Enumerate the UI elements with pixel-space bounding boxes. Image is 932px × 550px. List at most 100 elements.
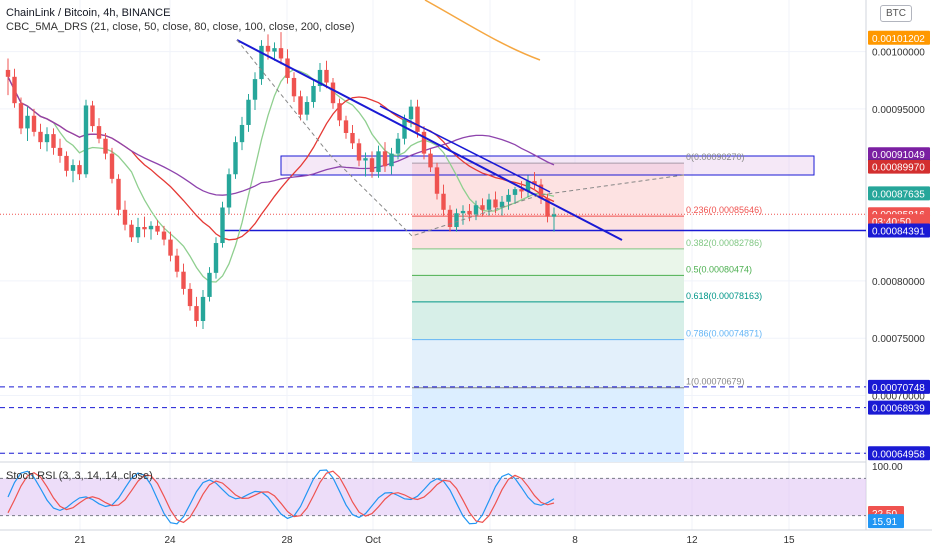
price-label: 03:40:50 [872, 217, 911, 228]
price-tick: 0.00100000 [872, 48, 925, 59]
candle-body [551, 214, 557, 217]
fib-zone [412, 301, 684, 340]
candle-body [77, 165, 82, 175]
trend-drawings [236, 39, 685, 241]
candle-body [5, 69, 11, 77]
ma21-line [7, 68, 555, 283]
candle-body [103, 138, 108, 154]
candle-body [493, 199, 498, 208]
time-tick: 12 [686, 535, 698, 546]
candle-body [421, 131, 427, 154]
candle-body [460, 210, 466, 214]
stoch-band [0, 478, 866, 516]
candle-body [259, 45, 264, 80]
candle-body [239, 124, 245, 143]
price-label: 0.00064958 [872, 449, 925, 460]
candle-body [356, 143, 362, 161]
candle-body [246, 99, 251, 125]
symbol-title: ChainLink / Bitcoin, 4h, BINANCE [6, 7, 171, 19]
fib-zone [412, 339, 684, 388]
candle-body [233, 142, 238, 175]
candle-body [298, 96, 303, 115]
candle-body [265, 45, 271, 52]
fib-label: 0.236(0.00085646) [686, 205, 762, 215]
candle-body [116, 178, 121, 210]
price-label: 0.00101202 [872, 34, 925, 45]
candle-body [200, 296, 206, 321]
candle-body [57, 147, 63, 156]
candle-body [70, 165, 76, 171]
candle-body [278, 48, 284, 59]
time-tick: 21 [74, 535, 86, 546]
stoch-k-line [7, 469, 555, 525]
candle-body [161, 231, 167, 240]
candle-body [330, 82, 336, 104]
candle-body [51, 134, 56, 148]
price-tick: 0.00095000 [872, 105, 925, 116]
candle-body [135, 226, 141, 238]
stoch-label-box [868, 514, 904, 529]
candle-body [213, 243, 219, 273]
candle-body [369, 158, 375, 172]
oscillator-legend: Stoch RSI (3, 3, 14, 14, close) [6, 470, 153, 482]
candle-body [96, 126, 102, 139]
candle-body [155, 225, 160, 232]
candle-body [272, 48, 277, 52]
candle-body [350, 132, 355, 144]
time-tick: 24 [164, 535, 176, 546]
time-tick: Oct [365, 535, 381, 546]
descending-trendline [236, 39, 623, 241]
price-tick: 0.00080000 [872, 277, 925, 288]
candle-body [343, 120, 349, 133]
stoch-label: 15.91 [872, 517, 897, 528]
candle-body [363, 158, 368, 161]
indicator-legend: CBC_5MA_DRS (21, close, 50, close, 80, c… [6, 21, 355, 33]
time-tick: 8 [572, 535, 578, 546]
candle-body [44, 134, 50, 143]
price-label-box [868, 446, 930, 461]
candle-body [64, 155, 69, 171]
stoch-d-line [7, 470, 555, 524]
time-axis: 21 24 28 Oct 5 8 12 15 [74, 535, 795, 546]
fib-label: 0.786(0.00074871) [686, 329, 762, 339]
horizontal-levels [0, 213, 866, 454]
candle-body [389, 153, 394, 167]
candle-body [454, 213, 459, 227]
secondary-trendline [379, 105, 551, 193]
fib-label: 0.5(0.00080474) [686, 264, 752, 274]
candle-body [83, 105, 89, 175]
candle-body [311, 85, 316, 103]
candle-body [538, 184, 544, 199]
candle-body [252, 79, 258, 100]
price-label: 0.00068939 [872, 404, 925, 415]
time-tick: 28 [281, 535, 293, 546]
candle-body [499, 201, 505, 208]
ma200-line [424, 0, 541, 61]
candle-body [168, 239, 173, 256]
candle-body [187, 288, 193, 307]
candle-body [519, 189, 524, 192]
price-label-box [868, 223, 930, 238]
price-label: 0.00084391 [872, 227, 925, 238]
candle-body [12, 76, 17, 104]
price-tick: 0.00075000 [872, 334, 925, 345]
candle-body [174, 255, 180, 272]
candle-body [142, 226, 147, 230]
price-label-box [868, 400, 930, 415]
price-tick: 0.00070000 [872, 392, 925, 403]
stoch-tick: 100.00 [872, 462, 903, 473]
price-label-box [868, 379, 930, 394]
fib-label: 0(0.00090270) [686, 152, 745, 162]
candle-body [220, 207, 225, 244]
candle-body [148, 225, 154, 230]
candle-body [25, 115, 30, 129]
resistance-box [280, 155, 815, 176]
candle-body [441, 193, 446, 210]
candle-body [467, 210, 472, 215]
candle-body [402, 119, 407, 139]
price-label: 0.00091049 [872, 150, 925, 161]
currency-badge[interactable]: BTC [880, 5, 912, 22]
price-label-box [868, 30, 930, 45]
fib-drawing-path [236, 39, 685, 237]
